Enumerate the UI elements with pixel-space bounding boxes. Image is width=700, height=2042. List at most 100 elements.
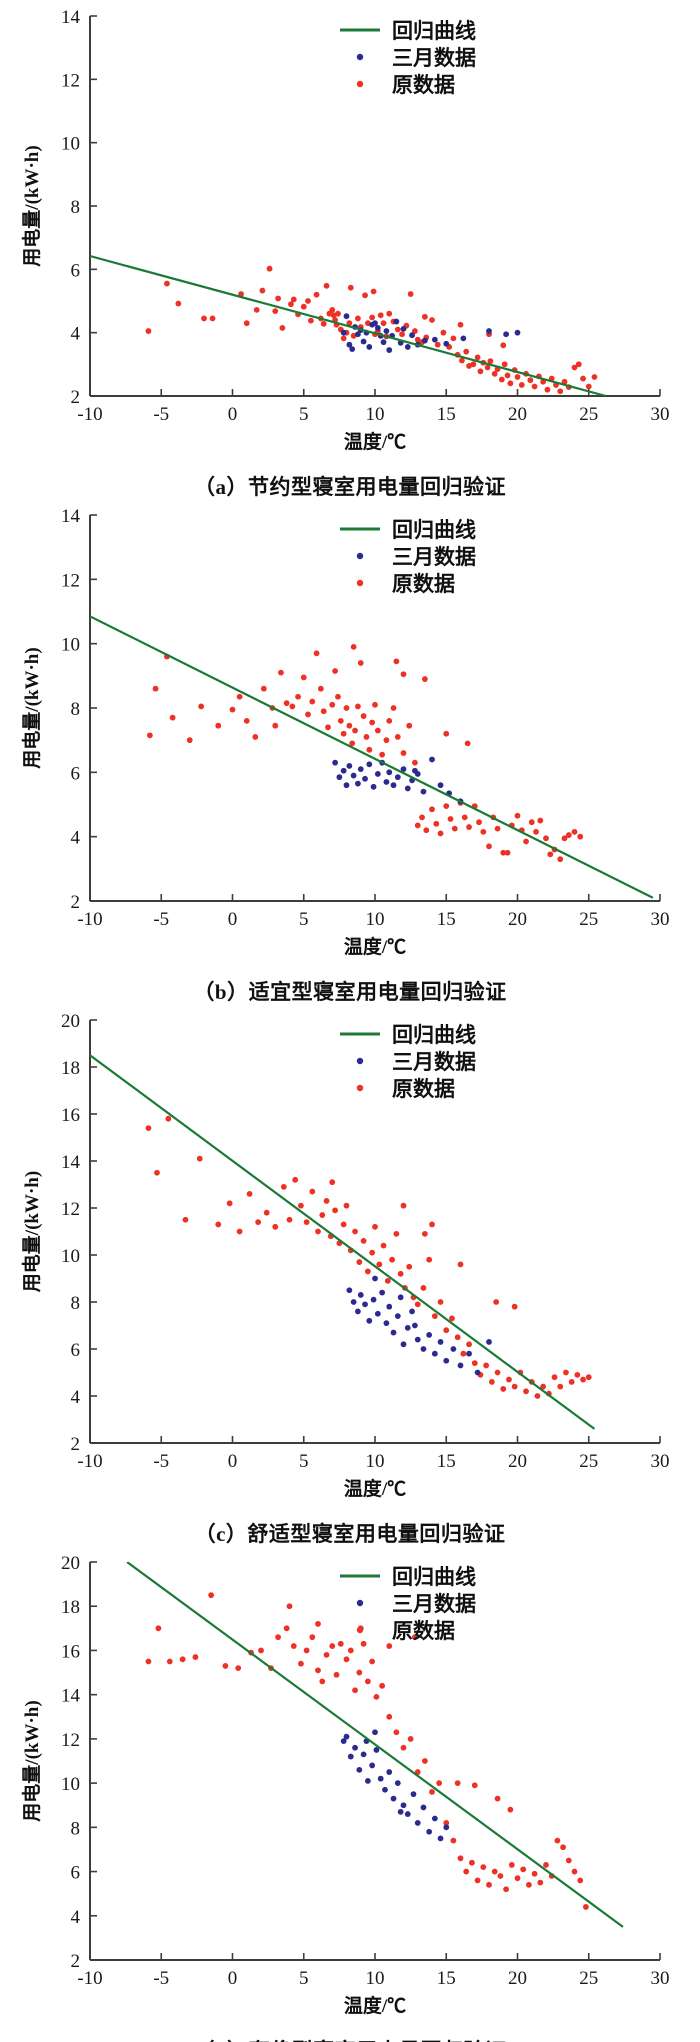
data-point xyxy=(537,1880,544,1886)
data-point xyxy=(491,1869,498,1875)
plot-d: 2 4 6 8 10 12 14 16 18 20 -10 -5 0 5 10 15 20 25 30 温度/℃ 用电量… xyxy=(0,1546,700,2039)
data-point xyxy=(343,1656,350,1663)
legend-label: 回归曲线 xyxy=(392,1565,476,1589)
data-point xyxy=(335,693,341,700)
data-point xyxy=(394,1313,401,1320)
x-tick-label: 10 xyxy=(366,909,385,930)
x-tick-label: 10 xyxy=(366,1968,385,1989)
data-point xyxy=(386,1714,393,1721)
data-point xyxy=(166,1659,173,1665)
data-point xyxy=(457,1362,464,1369)
data-point xyxy=(340,730,347,737)
data-point xyxy=(503,1886,509,1893)
data-point xyxy=(374,771,381,777)
data-point xyxy=(457,1855,464,1862)
data-point xyxy=(288,301,294,308)
x-tick-label: 15 xyxy=(437,1968,456,1989)
data-point xyxy=(583,1904,589,1911)
data-point xyxy=(494,1796,501,1802)
data-point xyxy=(463,1869,470,1875)
x-tick-label: 5 xyxy=(299,1451,309,1472)
data-point xyxy=(543,1862,549,1869)
data-point xyxy=(412,767,418,774)
data-point xyxy=(493,1299,500,1306)
data-point xyxy=(332,759,338,766)
data-point xyxy=(350,644,357,650)
data-point xyxy=(307,317,314,324)
data-point xyxy=(360,1238,367,1245)
data-point xyxy=(537,817,544,824)
x-tick-label: 25 xyxy=(579,404,598,425)
data-point xyxy=(255,1219,262,1226)
data-point xyxy=(279,325,286,331)
data-point xyxy=(192,1654,199,1661)
data-point xyxy=(551,1374,558,1381)
y-tick-label: 4 xyxy=(71,324,81,345)
y-tick-label: 6 xyxy=(71,260,81,281)
data-point xyxy=(533,829,539,835)
data-point xyxy=(343,313,350,320)
data-point xyxy=(226,1200,233,1207)
data-point xyxy=(165,1116,172,1122)
x-tick-label: 15 xyxy=(437,404,456,425)
data-point xyxy=(523,838,529,845)
data-point xyxy=(340,329,347,336)
data-point xyxy=(409,1308,415,1315)
x-tick-label: -5 xyxy=(153,404,169,425)
data-point xyxy=(346,1287,353,1294)
data-point xyxy=(460,335,467,342)
data-point xyxy=(469,1860,475,1867)
regression-line xyxy=(126,1562,624,1929)
data-point xyxy=(380,320,387,327)
data-point xyxy=(443,340,450,347)
data-point xyxy=(355,315,361,322)
data-point xyxy=(352,1687,358,1694)
data-point xyxy=(169,714,176,721)
y-tick-label: 16 xyxy=(61,1642,80,1663)
data-point xyxy=(486,843,492,850)
data-point xyxy=(434,341,441,348)
data-point xyxy=(429,317,435,323)
data-point xyxy=(565,832,572,839)
y-tick-label: 20 xyxy=(61,1553,80,1574)
data-point xyxy=(305,298,311,304)
data-point xyxy=(414,822,421,829)
data-point xyxy=(377,312,384,319)
data-point xyxy=(390,1796,397,1802)
data-point xyxy=(333,1672,340,1679)
data-point xyxy=(309,698,316,705)
data-point xyxy=(429,1221,435,1228)
data-point xyxy=(591,374,598,380)
data-point xyxy=(252,734,259,740)
data-point xyxy=(372,1729,378,1736)
data-point xyxy=(394,774,401,781)
data-point xyxy=(491,370,498,377)
data-point xyxy=(305,711,311,718)
data-point xyxy=(393,1231,400,1238)
data-point xyxy=(443,1824,450,1831)
data-point xyxy=(337,1641,344,1648)
data-point xyxy=(394,326,401,333)
data-point xyxy=(286,1603,293,1610)
data-point xyxy=(329,1179,336,1186)
data-point xyxy=(390,705,397,712)
data-point xyxy=(426,1257,433,1263)
data-point xyxy=(412,759,418,766)
data-point xyxy=(315,1621,321,1628)
data-point xyxy=(450,1838,457,1844)
data-point xyxy=(379,1289,386,1296)
data-point xyxy=(577,833,584,840)
x-tick-label: 15 xyxy=(437,1451,456,1472)
data-point xyxy=(303,1647,310,1654)
data-point xyxy=(369,719,376,726)
data-point xyxy=(383,328,390,334)
data-point xyxy=(580,375,586,382)
data-point xyxy=(182,1217,189,1223)
x-tick-label: 5 xyxy=(299,1968,309,1989)
data-point xyxy=(238,291,244,297)
data-point xyxy=(386,347,393,353)
data-point xyxy=(366,1318,373,1324)
data-point xyxy=(380,339,387,346)
data-point xyxy=(164,280,170,287)
